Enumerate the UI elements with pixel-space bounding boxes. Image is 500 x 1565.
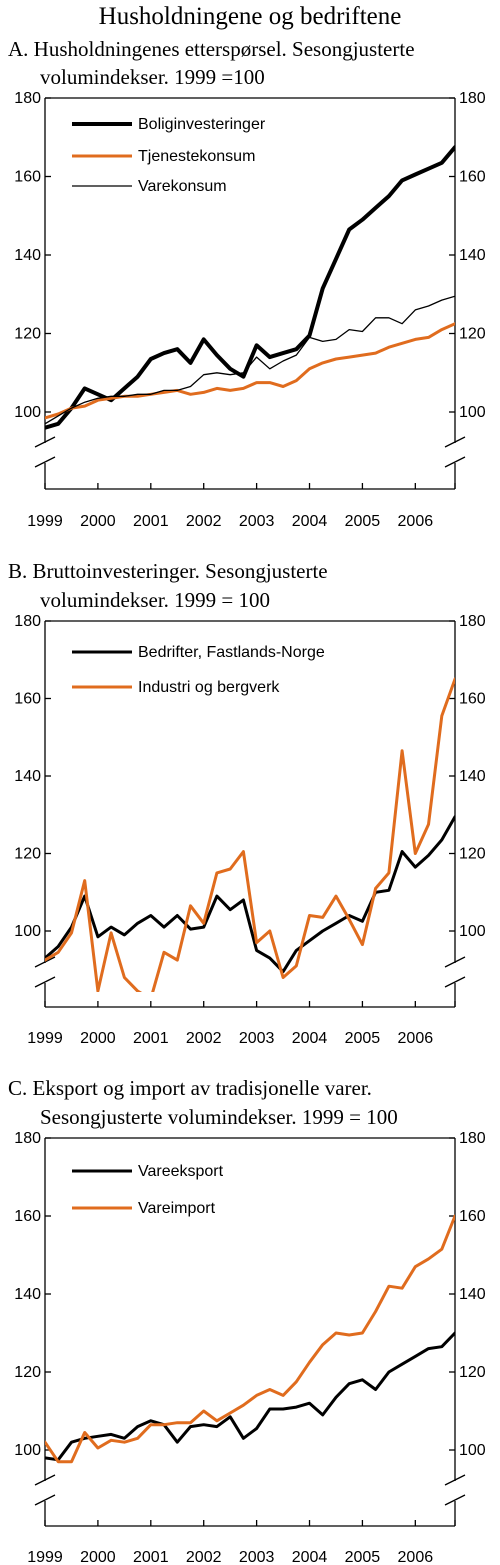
x-tick-label: 2005 — [345, 1549, 381, 1565]
left-axis-break-mark — [34, 436, 56, 448]
x-tick-label: 2006 — [398, 1030, 434, 1047]
right-axis-break-mark — [444, 436, 466, 448]
y-tick-label-right: 140 — [459, 1286, 486, 1303]
x-tick-label: 2000 — [80, 1549, 116, 1565]
x-tick-label: 2002 — [186, 1030, 222, 1047]
legend-label: Industri og bergverk — [138, 679, 280, 696]
y-tick-label-right: 180 — [459, 613, 486, 630]
panel-title-C-line-1: C. Eksport og import av tradisjonelle va… — [8, 1076, 372, 1100]
y-tick-label-left: 140 — [14, 247, 41, 264]
y-tick-label-right: 140 — [459, 768, 486, 785]
series-line-industri-og-bergverk — [45, 677, 455, 992]
x-tick-label: 2004 — [292, 1549, 328, 1565]
x-tick-label: 2006 — [398, 1549, 434, 1565]
y-tick-label-right: 100 — [459, 404, 486, 421]
chart-panel-C: C. Eksport og import av tradisjonelle va… — [8, 1076, 486, 1565]
y-tick-label-left: 180 — [14, 613, 41, 630]
y-tick-label-right: 120 — [459, 326, 486, 343]
y-tick-label-left: 140 — [14, 768, 41, 785]
y-tick-label-left: 160 — [14, 691, 41, 708]
legend-label: Boliginvesteringer — [138, 116, 266, 133]
series-line-vareimport — [45, 1214, 455, 1464]
y-tick-label-left: 160 — [14, 169, 41, 186]
y-tick-label-left: 100 — [14, 1442, 41, 1459]
right-axis-break-mark — [444, 956, 466, 968]
x-tick-label: 2003 — [239, 513, 275, 530]
x-tick-label: 1999 — [27, 513, 63, 530]
chart-panel-A: A. Husholdningenes etterspørsel. Sesongj… — [8, 37, 486, 530]
series-line-bedrifter-fastlands-norge — [45, 815, 455, 974]
right-axis-break-mark — [444, 1494, 466, 1506]
x-tick-label: 2005 — [345, 1030, 381, 1047]
y-tick-label-right: 160 — [459, 691, 486, 708]
panel-title-A-line-1: A. Husholdningenes etterspørsel. Sesongj… — [8, 37, 415, 61]
series-line-tjenestekonsum — [45, 322, 455, 420]
x-tick-label: 1999 — [27, 1030, 63, 1047]
y-tick-label-left: 120 — [14, 846, 41, 863]
right-axis-break-mark — [444, 976, 466, 988]
x-tick-label: 2001 — [133, 1549, 169, 1565]
x-tick-label: 2004 — [292, 513, 328, 530]
panel-title-B-line-1: B. Bruttoinvesteringer. Sesongjusterte — [8, 559, 328, 583]
left-axis-break-mark — [34, 456, 56, 468]
x-tick-label: 2006 — [398, 513, 434, 530]
chart-panel-B: B. Bruttoinvesteringer. Sesongjusterte vo… — [8, 559, 486, 1047]
figure-title: Husholdningene og bedriftene — [99, 3, 402, 30]
y-tick-label-right: 180 — [459, 1130, 486, 1147]
x-tick-label: 2000 — [80, 1030, 116, 1047]
y-tick-label-left: 120 — [14, 1364, 41, 1381]
legend-label: Bedrifter, Fastlands-Norge — [138, 644, 325, 661]
y-tick-label-right: 160 — [459, 169, 486, 186]
legend-label: Tjenestekonsum — [138, 148, 255, 165]
y-tick-label-left: 100 — [14, 404, 41, 421]
y-tick-label-left: 120 — [14, 326, 41, 343]
y-tick-label-left: 160 — [14, 1208, 41, 1225]
y-tick-label-right: 120 — [459, 846, 486, 863]
legend-label: Varekonsum — [138, 178, 227, 195]
y-tick-label-right: 140 — [459, 247, 486, 264]
left-axis-break-mark — [34, 1474, 56, 1486]
right-axis-break-mark — [444, 456, 466, 468]
legend-label: Vareimport — [138, 1200, 216, 1217]
left-axis-break-mark — [34, 976, 56, 988]
y-tick-label-right: 120 — [459, 1364, 486, 1381]
panel-title-A-line-2: volumindekser. 1999 =100 — [40, 65, 265, 89]
x-tick-label: 2004 — [292, 1030, 328, 1047]
x-tick-label: 2003 — [239, 1030, 275, 1047]
panel-title-C-line-2: Sesongjusterte volumindekser. 1999 = 100 — [40, 1105, 398, 1129]
right-axis-break-mark — [444, 1474, 466, 1486]
x-tick-label: 2002 — [186, 513, 222, 530]
legend-label: Vareeksport — [138, 1163, 224, 1180]
left-axis-break-mark — [34, 1494, 56, 1506]
x-tick-label: 1999 — [27, 1549, 63, 1565]
x-tick-label: 2001 — [133, 1030, 169, 1047]
x-tick-label: 2002 — [186, 1549, 222, 1565]
y-tick-label-left: 180 — [14, 1130, 41, 1147]
y-tick-label-right: 160 — [459, 1208, 486, 1225]
y-tick-label-right: 100 — [459, 1442, 486, 1459]
y-tick-label-left: 140 — [14, 1286, 41, 1303]
y-tick-label-right: 100 — [459, 923, 486, 940]
panel-title-B-line-2: volumindekser. 1999 = 100 — [40, 588, 270, 612]
series-line-varekonsum — [45, 295, 455, 425]
x-tick-label: 2003 — [239, 1549, 275, 1565]
series-line-vareeksport — [45, 1331, 455, 1462]
x-tick-label: 2005 — [345, 513, 381, 530]
y-tick-label-left: 180 — [14, 90, 41, 107]
y-tick-label-left: 100 — [14, 923, 41, 940]
x-tick-label: 2000 — [80, 513, 116, 530]
y-tick-label-right: 180 — [459, 90, 486, 107]
x-tick-label: 2001 — [133, 513, 169, 530]
left-axis-break-mark — [34, 956, 56, 968]
